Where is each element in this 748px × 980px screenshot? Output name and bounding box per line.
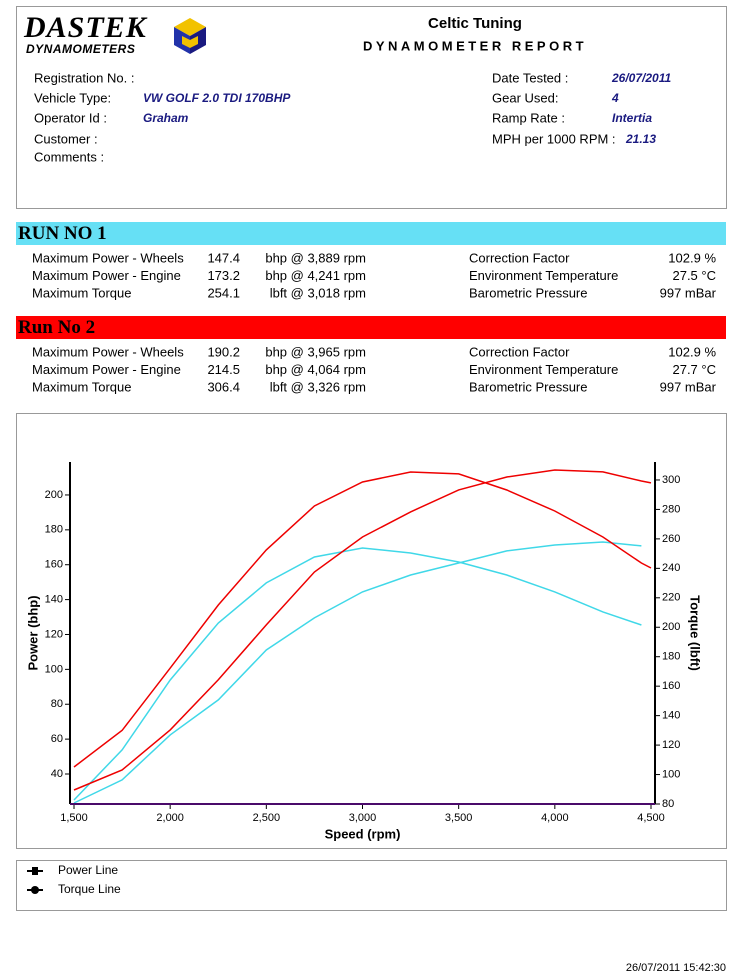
y2-tick-label: 160: [662, 680, 680, 692]
result-detail: bhp @ 4,064 rpm: [265, 362, 366, 377]
y2-tick-label: 200: [662, 621, 680, 633]
result-label: Maximum Torque: [32, 379, 131, 394]
curve: [73, 541, 642, 804]
field-label: Ramp Rate :: [492, 110, 565, 125]
result-value: 214.5: [207, 362, 240, 377]
x-tick-label: 2,500: [253, 812, 281, 824]
y2-tick-label: 100: [662, 768, 680, 780]
y-tick-label: 120: [45, 628, 63, 640]
result-detail: bhp @ 3,965 rpm: [265, 344, 366, 359]
y2-tick-label: 180: [662, 651, 680, 663]
result-label: Maximum Power - Engine: [32, 362, 181, 377]
field-label: Registration No. :: [34, 70, 134, 85]
result-label: Maximum Power - Wheels: [32, 344, 184, 359]
report-title: Celtic Tuning: [428, 15, 522, 32]
result-value: 147.4: [207, 250, 240, 265]
legend-power-icon: [27, 867, 43, 875]
result-label: Maximum Power - Engine: [32, 268, 181, 283]
chart-box: [16, 413, 727, 849]
y-tick-label: 180: [45, 524, 63, 536]
env-label: Correction Factor: [469, 344, 570, 359]
field-value: Graham: [143, 111, 189, 125]
y-tick-label: 40: [51, 768, 63, 780]
field-label: Gear Used:: [492, 90, 558, 105]
y-tick-label: 100: [45, 663, 63, 675]
x-tick-label: 1,500: [60, 812, 88, 824]
env-label: Correction Factor: [469, 250, 570, 265]
field-label: Vehicle Type:: [34, 90, 111, 105]
y2-tick-label: 300: [662, 474, 680, 486]
y2-tick-label: 140: [662, 710, 680, 722]
field-value: VW GOLF 2.0 TDI 170BHP: [143, 91, 291, 105]
run-title: Run No 2: [18, 317, 95, 338]
env-value: 27.5 °C: [672, 268, 716, 283]
y2-tick-label: 240: [662, 562, 680, 574]
run-banner: [16, 222, 726, 245]
env-label: Barometric Pressure: [469, 379, 587, 394]
field-label: Comments :: [34, 149, 104, 164]
y-tick-label: 160: [45, 559, 63, 571]
logo-main: DASTEK: [23, 11, 148, 44]
y2-tick-label: 80: [662, 798, 674, 810]
run-banner: [16, 316, 726, 339]
result-value: 190.2: [207, 344, 240, 359]
y-axis-title: Power (bhp): [25, 595, 40, 670]
curve: [73, 471, 652, 768]
field-value: 4: [611, 91, 619, 105]
result-detail: lbft @ 3,018 rpm: [270, 285, 366, 300]
y-tick-label: 80: [51, 698, 63, 710]
x-tick-label: 3,500: [445, 812, 473, 824]
field-value: 26/07/2011: [611, 71, 671, 85]
field-label: Operator Id :: [34, 110, 107, 125]
field-label: Customer :: [34, 131, 98, 146]
field-label: MPH per 1000 RPM :: [492, 131, 616, 146]
result-label: Maximum Torque: [32, 285, 131, 300]
y2-axis-title: Torque (lbft): [688, 595, 703, 671]
legend-box: [16, 860, 727, 911]
y-tick-label: 200: [45, 489, 63, 501]
field-label: Date Tested :: [492, 70, 568, 85]
env-label: Environment Temperature: [469, 268, 618, 283]
y2-tick-label: 220: [662, 592, 680, 604]
env-value: 997 mBar: [660, 379, 717, 394]
x-axis-title: Speed (rpm): [325, 826, 401, 841]
y-tick-label: 60: [51, 733, 63, 745]
x-tick-label: 4,000: [541, 812, 569, 824]
result-label: Maximum Power - Wheels: [32, 250, 184, 265]
timestamp: 26/07/2011 15:42:30: [626, 962, 726, 974]
run-title: RUN NO 1: [18, 223, 107, 244]
logo-sub: DYNAMOMETERS: [26, 42, 135, 56]
env-label: Environment Temperature: [469, 362, 618, 377]
x-tick-label: 2,000: [156, 812, 184, 824]
env-value: 102.9 %: [668, 250, 716, 265]
result-detail: lbft @ 3,326 rpm: [270, 379, 366, 394]
y2-tick-label: 280: [662, 503, 680, 515]
legend-label: Torque Line: [58, 882, 121, 896]
legend-torque-icon: [27, 886, 43, 894]
header-box: [16, 6, 727, 209]
x-tick-label: 4,500: [637, 812, 665, 824]
env-label: Barometric Pressure: [469, 285, 587, 300]
report-subtitle: DYNAMOMETER REPORT: [363, 38, 587, 53]
curve: [73, 469, 652, 791]
env-value: 997 mBar: [660, 285, 717, 300]
result-detail: bhp @ 3,889 rpm: [265, 250, 366, 265]
result-detail: bhp @ 4,241 rpm: [265, 268, 366, 283]
logo-cube: [174, 18, 206, 54]
field-value: Intertia: [612, 111, 652, 125]
x-tick-label: 3,000: [349, 812, 377, 824]
y-tick-label: 140: [45, 594, 63, 606]
env-value: 27.7 °C: [672, 362, 716, 377]
result-value: 173.2: [207, 268, 240, 283]
result-value: 306.4: [207, 379, 240, 394]
curve: [73, 547, 642, 801]
result-value: 254.1: [207, 285, 240, 300]
field-value: 21.13: [625, 132, 656, 146]
legend-label: Power Line: [58, 863, 118, 877]
y2-tick-label: 120: [662, 739, 680, 751]
env-value: 102.9 %: [668, 344, 716, 359]
y2-tick-label: 260: [662, 533, 680, 545]
